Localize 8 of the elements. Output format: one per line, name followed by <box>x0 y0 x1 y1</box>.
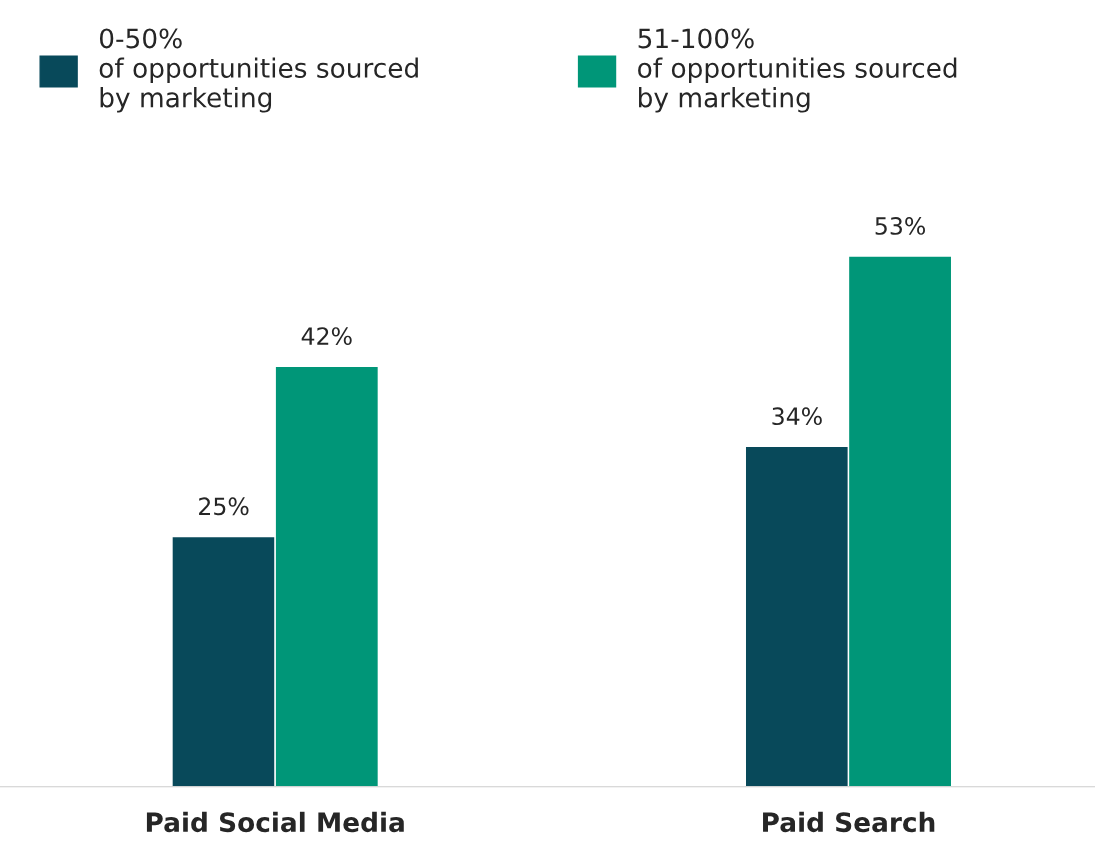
legend-label: 0-50% of opportunities sourced by marketing <box>99 28 418 113</box>
data-label: 25% <box>199 497 249 516</box>
x-tick-label: Paid Search <box>763 811 935 833</box>
legend-label: 51-100% of opportunities sourced by marketing <box>638 28 957 113</box>
data-label: 42% <box>301 327 352 346</box>
data-label: 53% <box>875 217 926 235</box>
x-tick-label: Paid Social Media <box>146 811 404 833</box>
data-label: 34% <box>772 407 822 426</box>
